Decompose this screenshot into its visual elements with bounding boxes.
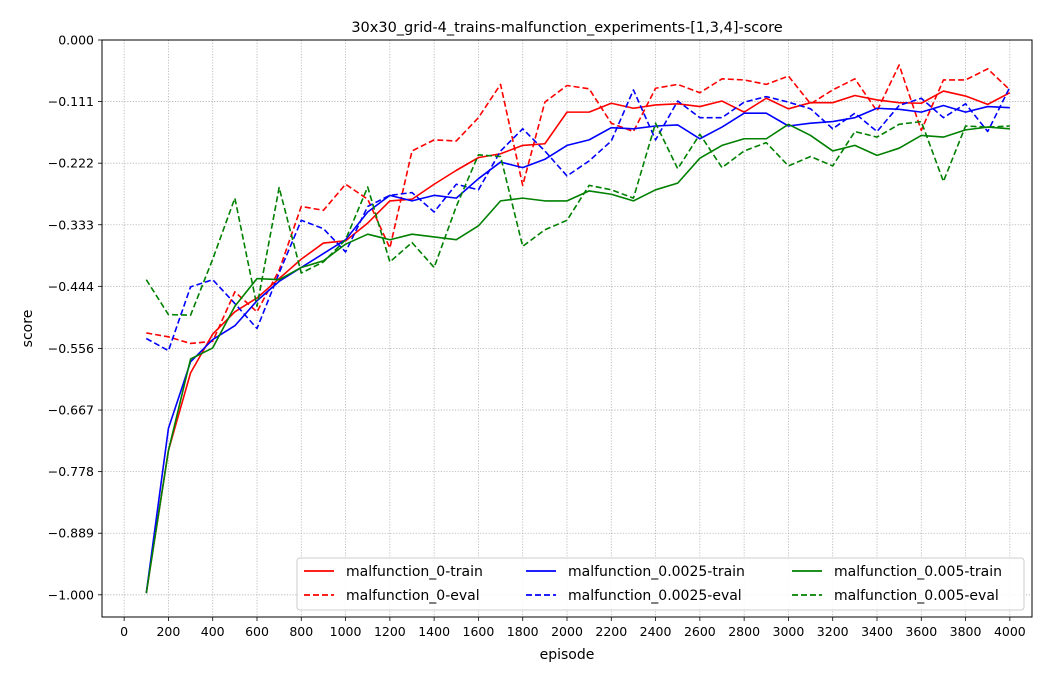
y-tick-label: −0.444	[48, 279, 94, 294]
legend-box	[296, 557, 1025, 611]
y-tick-label: −0.111	[48, 94, 94, 109]
x-tick-label: 3600	[905, 624, 937, 639]
series-lines	[145, 64, 1011, 594]
x-axis: 0 200 400 600 800 1000 1200 1400 1600 1800 2000 220…	[120, 617, 1026, 639]
x-tick-label: 3800	[950, 624, 982, 639]
x-tick-label: 400	[201, 624, 225, 639]
y-tick-label: −0.889	[48, 526, 94, 541]
legend: malfunction_0-train malfunction_0-eval mal…	[296, 557, 1025, 611]
x-tick-label: 3400	[861, 624, 893, 639]
x-tick-label: 1800	[507, 624, 539, 639]
x-tick-label: 3200	[817, 624, 849, 639]
x-tick-label: 4000	[994, 624, 1026, 639]
y-tick-label: −0.778	[48, 464, 94, 479]
y-tick-label: −0.222	[48, 156, 94, 171]
series-line-malfunction-0-005-eval	[145, 120, 1010, 316]
series-line-malfunction-0-eval	[146, 64, 1011, 345]
legend-label: malfunction_0.005-eval	[834, 588, 999, 604]
x-tick-label: 2000	[551, 624, 583, 639]
x-tick-label: 2800	[728, 624, 760, 639]
legend-label: malfunction_0-eval	[346, 588, 480, 604]
x-tick-label: 1000	[330, 624, 362, 639]
legend-label: malfunction_0.0025-eval	[568, 588, 742, 604]
x-tick-label: 1400	[418, 624, 450, 639]
legend-label: malfunction_0.0025-train	[568, 564, 745, 580]
y-tick-label: −0.556	[48, 341, 94, 356]
series-line-malfunction-0-0025-eval	[145, 86, 1011, 352]
x-tick-label: 1200	[374, 624, 406, 639]
y-axis: 0.000 −0.111 −0.222 −0.333 −0.444 −0.556 −0.66…	[48, 33, 102, 602]
y-axis-label: score	[20, 310, 36, 348]
x-tick-label: 1600	[463, 624, 495, 639]
y-tick-label: −0.333	[48, 217, 94, 232]
x-tick-label: 2600	[684, 624, 716, 639]
x-tick-label: 2400	[640, 624, 672, 639]
series-line-malfunction-0-005-train	[145, 123, 1010, 594]
legend-label: malfunction_0-train	[346, 564, 483, 580]
x-axis-label: episode	[540, 647, 595, 663]
y-tick-label: −1.000	[48, 587, 94, 602]
x-tick-label: 600	[245, 624, 269, 639]
y-tick-label: −0.667	[48, 403, 94, 418]
y-tick-label: 0.000	[58, 33, 94, 48]
x-tick-label: 800	[289, 624, 313, 639]
legend-label: malfunction_0.005-train	[834, 564, 1002, 580]
chart-title: 30x30_grid-4_trains-malfunction_experime…	[351, 20, 782, 36]
series-line-malfunction-0-train	[145, 90, 1011, 594]
x-tick-label: 0	[120, 624, 128, 639]
x-tick-label: 200	[156, 624, 180, 639]
x-tick-label: 3000	[773, 624, 805, 639]
x-tick-label: 2200	[595, 624, 627, 639]
